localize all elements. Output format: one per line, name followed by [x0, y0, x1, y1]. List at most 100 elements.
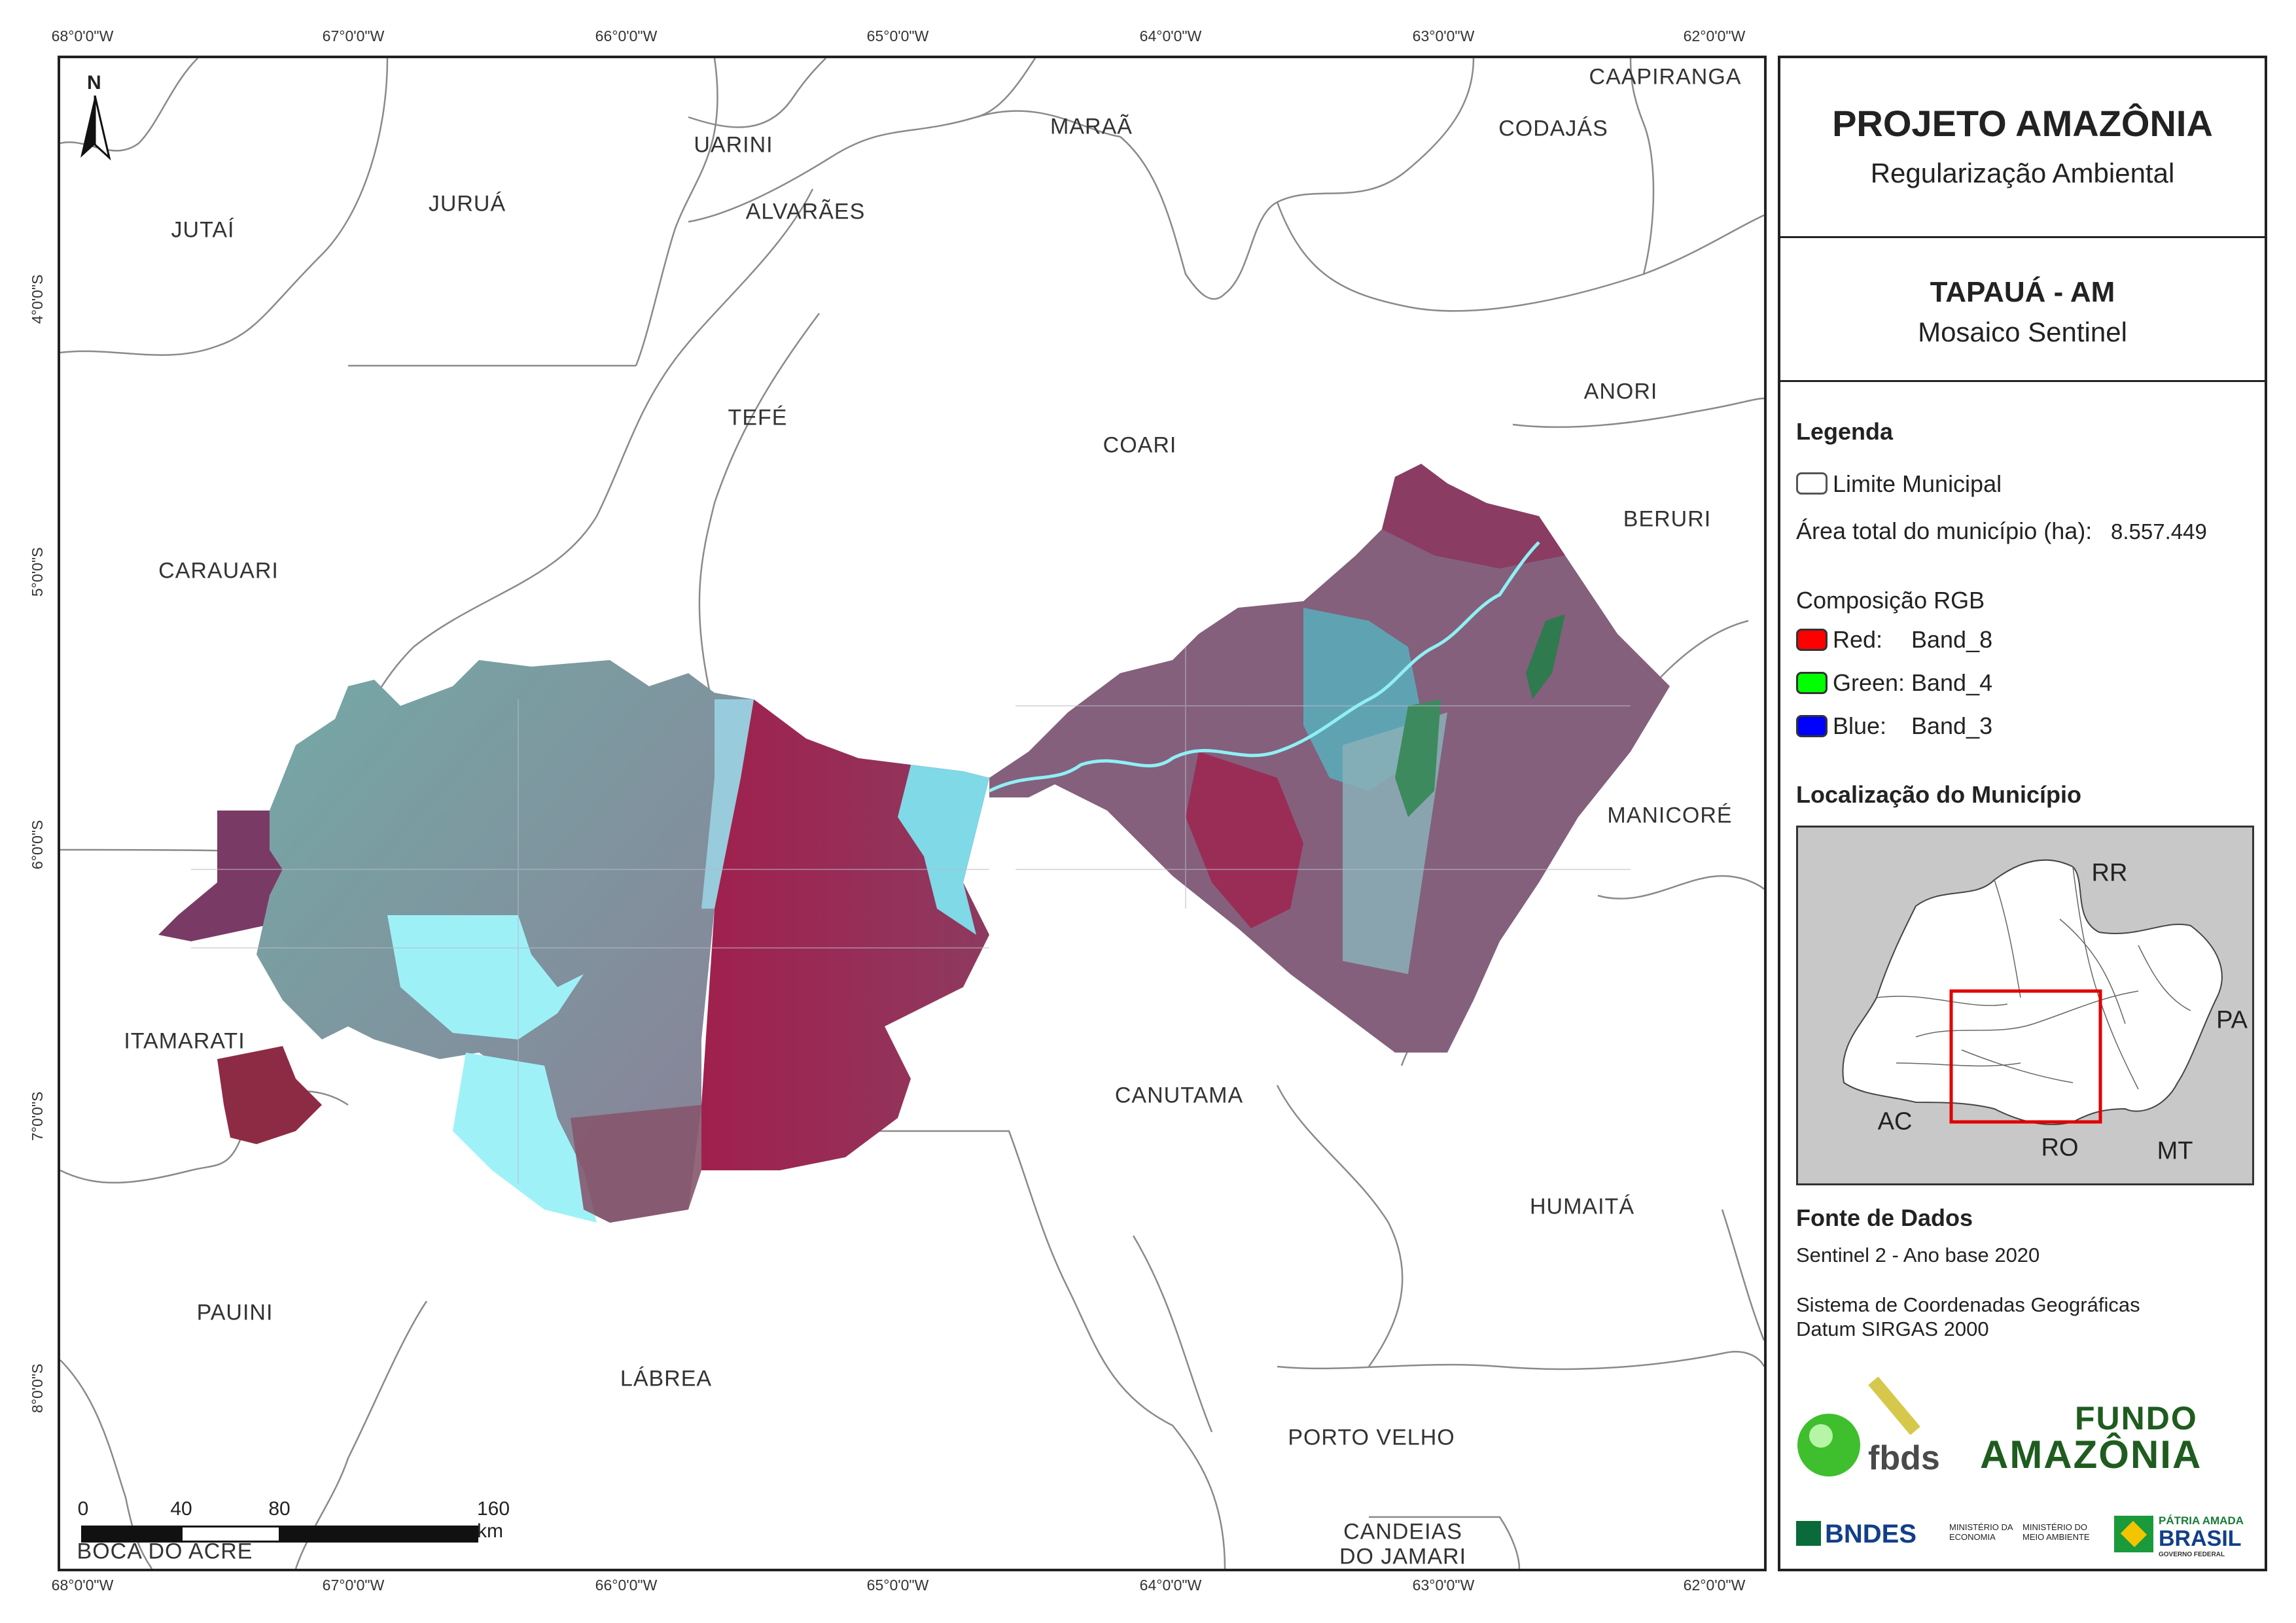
red-band: Band_8: [1911, 626, 1993, 653]
min-economia: MINISTÉRIO DA ECONOMIA: [1949, 1522, 2013, 1542]
inset-label-ac: AC: [1877, 1108, 1913, 1136]
lat-tick-8: 8°0'0"S: [29, 1363, 46, 1413]
label-canutama: CANUTAMA: [1114, 1083, 1244, 1108]
inset-label-mt: MT: [2157, 1137, 2193, 1165]
label-pauini: PAUINI: [196, 1300, 274, 1325]
green-channel: Green:: [1833, 669, 1905, 696]
limit-label: Limite Municipal: [1833, 470, 2002, 497]
map-canvas[interactable]: [60, 58, 1764, 1569]
lon-tick-top-65: 65°0'0"W: [866, 27, 929, 44]
inset-label-pa: PA: [2216, 1006, 2248, 1034]
label-humaita: HUMAITÁ: [1530, 1194, 1634, 1219]
fbds-logo: fbds: [1796, 1373, 1947, 1478]
tapaua-mosaic: [158, 464, 1670, 1223]
lon-tick-bottom-66: 66°0'0"W: [595, 1577, 658, 1594]
north-arrow-icon: N: [75, 72, 115, 161]
scale-seg-3: [279, 1526, 478, 1543]
label-beruri: BERURI: [1623, 506, 1712, 532]
source-crs: Sistema de Coordenadas Geográficas: [1796, 1293, 2140, 1316]
lon-tick-bottom-67: 67°0'0"W: [322, 1577, 385, 1594]
lon-tick-top-68: 68°0'0"W: [51, 27, 114, 44]
side-panel: PROJETO AMAZÔNIA Regularização Ambiental…: [1778, 56, 2267, 1571]
lon-tick-top-63: 63°0'0"W: [1412, 27, 1475, 44]
title-section: PROJETO AMAZÔNIA Regularização Ambiental: [1780, 58, 2265, 238]
red-channel: Red:: [1833, 626, 1883, 653]
green-band: Band_4: [1911, 669, 1993, 696]
municipality-name: TAPAUÁ - AM: [1930, 276, 2115, 308]
mosaic-seams: [191, 647, 1631, 1183]
patria-line3: GOVERNO FEDERAL: [2159, 1551, 2225, 1558]
label-alvaraes: ALVARÃES: [745, 199, 866, 224]
label-candeias: CANDEIAS: [1343, 1519, 1462, 1544]
fundo-line2: AMAZÔNIA: [1980, 1433, 2202, 1476]
location-inset-map[interactable]: RR PA AC RO MT: [1796, 826, 2254, 1185]
lon-tick-top-62: 62°0'0"W: [1683, 27, 1746, 44]
source-sentinel: Sentinel 2 - Ano base 2020: [1796, 1244, 2040, 1266]
blue-channel: Blue:: [1833, 712, 1887, 739]
sources-heading: Fonte de Dados: [1796, 1204, 1973, 1231]
red-swatch: [1796, 629, 1828, 651]
lon-tick-top-67: 67°0'0"W: [322, 27, 385, 44]
label-codajas: CODAJÁS: [1498, 116, 1608, 141]
municipality-section: TAPAUÁ - AM Mosaico Sentinel: [1780, 238, 2265, 382]
blue-swatch: [1796, 715, 1828, 737]
map-type: Mosaico Sentinel: [1918, 317, 2127, 347]
lon-tick-bottom-65: 65°0'0"W: [866, 1577, 929, 1594]
inset-label-rr: RR: [2091, 859, 2128, 887]
bndes-logo: BNDES: [1796, 1517, 1940, 1550]
blue-band: Band_3: [1911, 712, 1993, 739]
lon-tick-bottom-64: 64°0'0"W: [1139, 1577, 1202, 1594]
purus-river: [988, 541, 1540, 793]
fbds-text: fbds: [1868, 1439, 1940, 1477]
lon-tick-bottom-62: 62°0'0"W: [1683, 1577, 1746, 1594]
scale-label-40: 40: [170, 1498, 192, 1520]
lon-tick-bottom-63: 63°0'0"W: [1412, 1577, 1475, 1594]
label-labrea: LÁBREA: [620, 1366, 713, 1391]
lon-tick-top-64: 64°0'0"W: [1139, 27, 1202, 44]
label-carauari: CARAUARI: [158, 558, 279, 584]
fundo-line1: FUNDO: [2075, 1400, 2198, 1437]
north-letter: N: [87, 72, 101, 94]
location-heading: Localização do Município: [1796, 781, 2082, 808]
scale-bar: 0 40 80 160 km: [77, 1498, 510, 1550]
label-do-jamari: DO JAMARI: [1339, 1544, 1467, 1569]
min-meio-ambiente: MINISTÉRIO DO MEIO AMBIENTE: [2022, 1522, 2090, 1542]
project-title: PROJETO AMAZÔNIA: [1832, 103, 2213, 144]
scale-seg-1: [81, 1526, 183, 1543]
map-frame[interactable]: CAAPIRANGA CODAJÁS MARAÃ UARINI JURUÁ AL…: [58, 56, 1767, 1571]
brasil-flag-icon: [2114, 1516, 2153, 1552]
scale-label-160: 160 km: [476, 1498, 510, 1542]
label-boca-do-acre: BOCA DO ACRE: [77, 1539, 253, 1564]
label-coari: COARI: [1103, 432, 1177, 458]
label-jutai: JUTAÍ: [171, 217, 235, 243]
inset-label-ro: RO: [2041, 1134, 2079, 1162]
lon-tick-top-66: 66°0'0"W: [595, 27, 658, 44]
scale-seg-2: [181, 1526, 281, 1543]
scale-label-80: 80: [268, 1498, 291, 1520]
label-manicore: MANICORÉ: [1607, 803, 1733, 828]
area-value: 8.557.449: [2111, 519, 2207, 544]
bndes-text: BNDES: [1825, 1520, 1917, 1548]
legend-heading: Legenda: [1796, 418, 1894, 445]
lat-tick-7: 7°0'0"S: [29, 1091, 46, 1141]
limit-swatch: [1796, 472, 1828, 495]
project-subtitle: Regularização Ambiental: [1870, 158, 2175, 188]
patria-line2: BRASIL: [2159, 1526, 2242, 1551]
patria-line1: PÁTRIA AMADA: [2159, 1514, 2244, 1527]
rgb-heading: Composição RGB: [1796, 587, 1985, 614]
label-tefe: TEFÉ: [728, 405, 788, 430]
lat-tick-4: 4°0'0"S: [29, 274, 46, 324]
lat-tick-5: 5°0'0"S: [29, 547, 46, 597]
label-jurua: JURUÁ: [428, 191, 506, 217]
green-swatch: [1796, 672, 1828, 694]
lat-tick-6: 6°0'0"S: [29, 820, 46, 869]
label-caapiranga: CAAPIRANGA: [1589, 64, 1742, 90]
source-datum: Datum SIRGAS 2000: [1796, 1318, 1989, 1340]
label-porto-velho: PORTO VELHO: [1288, 1425, 1455, 1450]
label-anori: ANORI: [1583, 379, 1658, 404]
area-label: Área total do município (ha):: [1796, 517, 2093, 544]
lon-tick-bottom-68: 68°0'0"W: [51, 1577, 114, 1594]
label-uarini: UARINI: [694, 132, 773, 158]
label-maraa: MARAÃ: [1050, 114, 1133, 139]
scale-label-0: 0: [77, 1498, 89, 1520]
